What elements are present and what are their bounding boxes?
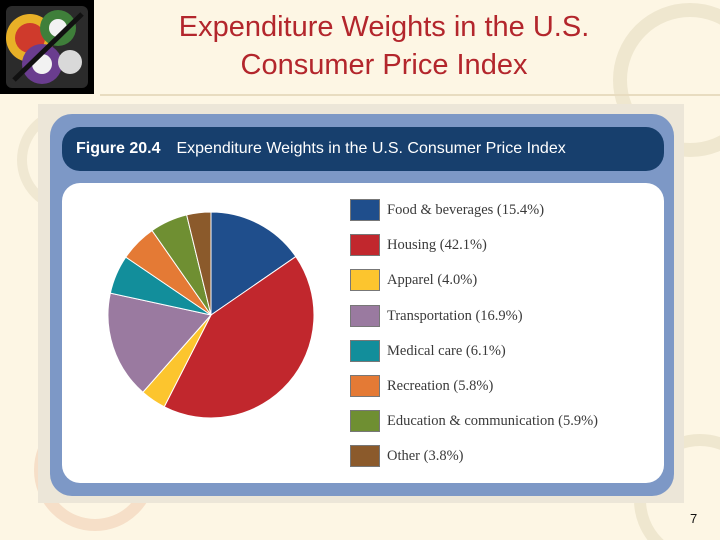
page-number: 7 (690, 511, 698, 526)
slide-title-line-2: Consumer Price Index (240, 49, 528, 81)
legend-swatch (350, 199, 380, 221)
legend-item: Medical care (6.1%) (350, 338, 670, 373)
slide-title: Expenditure Weights in the U.S. Consumer… (110, 8, 658, 84)
figure-caption: Figure 20.4 Expenditure Weights in the U.… (76, 138, 566, 160)
legend-label: Medical care (6.1%) (387, 342, 506, 359)
legend-label: Apparel (4.0%) (387, 272, 478, 289)
pie-slice-1 (163, 255, 315, 419)
figure-caption-text: Expenditure Weights in the U.S. Consumer… (176, 140, 566, 157)
legend-label: Other (3.8%) (387, 448, 464, 465)
logo-image (0, 0, 94, 94)
figure-number: Figure 20.4 (76, 140, 161, 157)
pie-slice-0 (210, 211, 297, 316)
pie-slice-3 (107, 292, 212, 393)
figure-header (62, 127, 664, 171)
legend-swatch (350, 234, 380, 257)
legend-swatch (350, 410, 380, 433)
slide-title-line-1: Expenditure Weights in the U.S. (178, 11, 590, 43)
chart-legend: Food & beverages (15.4%) Housing (42.1%) A… (350, 197, 670, 479)
legend-item: Housing (42.1%) (350, 232, 670, 267)
legend-label: Education & communication (5.9%) (387, 413, 599, 430)
legend-item: Recreation (5.8%) (350, 373, 670, 408)
legend-item: Transportation (16.9%) (350, 303, 670, 338)
pie-slice-7 (186, 211, 212, 316)
legend-label: Food & beverages (15.4%) (387, 202, 545, 218)
legend-swatch (350, 374, 380, 397)
legend-swatch (350, 304, 380, 327)
legend-item: Education & communication (5.9%) (350, 408, 670, 443)
legend-item: Other (3.8%) (350, 443, 670, 478)
title-divider (100, 94, 720, 96)
legend-swatch (350, 445, 380, 468)
legend-item: Food & beverages (15.4%) (350, 197, 670, 232)
legend-label: Housing (42.1%) (387, 237, 487, 254)
legend-label: Recreation (5.8%) (387, 377, 494, 394)
legend-swatch (350, 269, 380, 292)
legend-label: Transportation (16.9%) (387, 307, 523, 324)
legend-swatch (350, 339, 380, 362)
pie-slices (107, 211, 315, 419)
legend-item: Apparel (4.0%) (350, 267, 670, 302)
